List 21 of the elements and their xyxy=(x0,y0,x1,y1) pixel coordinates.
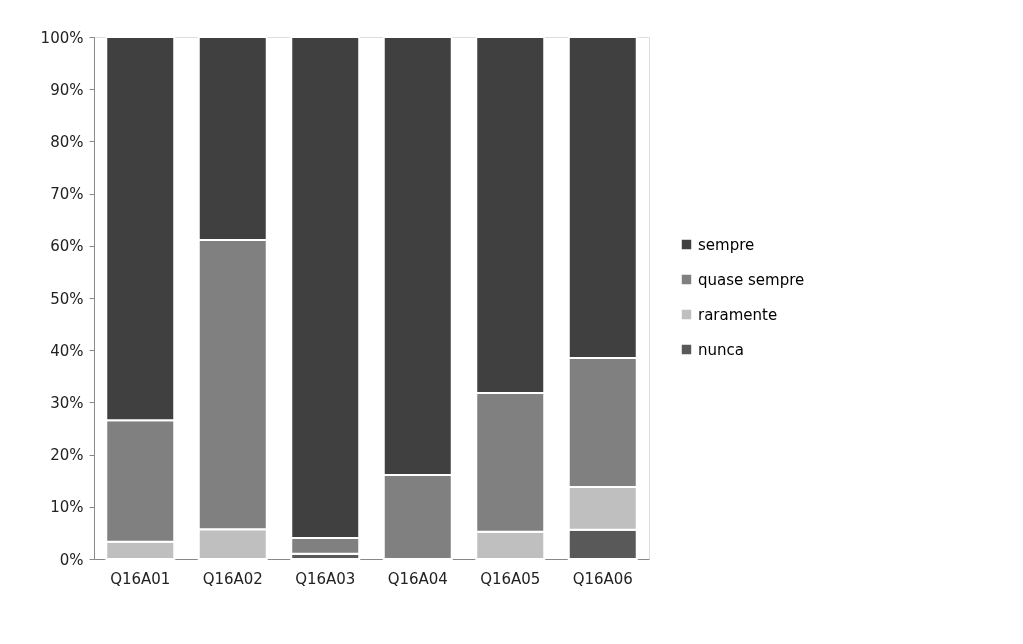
x-tick-label: Q16A04 xyxy=(387,569,448,588)
legend-label: nunca xyxy=(698,340,744,359)
legend-label: quase sempre xyxy=(698,270,805,289)
y-tick-label: 40% xyxy=(50,341,84,360)
y-tick-label: 70% xyxy=(50,185,84,204)
x-tick-label: Q16A06 xyxy=(572,569,633,588)
legend-label: raramente xyxy=(698,305,778,324)
y-tick-label: 50% xyxy=(50,289,84,308)
y-tick-label: 80% xyxy=(50,132,84,151)
legend-label: sempre xyxy=(698,235,755,254)
x-tick-label: Q16A02 xyxy=(202,569,263,588)
y-tick-label: 20% xyxy=(50,446,84,465)
y-tick-label: 10% xyxy=(50,498,84,517)
y-tick-label: 30% xyxy=(50,393,84,412)
y-tick-label: 90% xyxy=(50,80,84,99)
x-tick-label: Q16A03 xyxy=(295,569,356,588)
y-tick-label: 0% xyxy=(59,550,84,569)
y-tick-label: 100% xyxy=(40,28,84,47)
y-tick-label: 60% xyxy=(50,237,84,256)
x-tick-label: Q16A01 xyxy=(110,569,171,588)
x-tick-label: Q16A05 xyxy=(480,569,541,588)
